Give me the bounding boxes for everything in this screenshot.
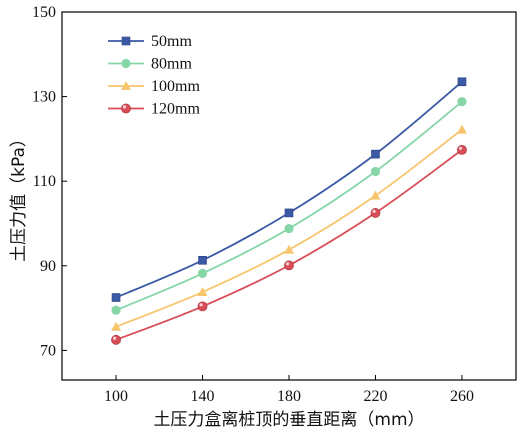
data-point-highlight	[286, 262, 290, 266]
y-tick-label: 130	[32, 89, 56, 106]
data-point	[111, 321, 122, 331]
y-tick-label: 90	[40, 258, 56, 275]
legend-item: 50mm	[108, 33, 192, 50]
data-point	[197, 268, 208, 279]
legend-label: 50mm	[151, 33, 192, 50]
legend-item: 120mm	[108, 101, 200, 118]
y-tick-label: 150	[32, 4, 56, 21]
data-point-highlight	[113, 336, 117, 340]
data-point	[197, 301, 208, 312]
plot-frame	[61, 11, 517, 381]
series-50mm	[111, 77, 467, 302]
legend: 50mm 80mm 100mm 120mm	[108, 33, 200, 118]
ticks: 100 140 180 220 260 70 90 110 130 150	[32, 4, 474, 405]
data-point	[284, 208, 294, 218]
x-tick-label: 220	[363, 388, 387, 405]
series-120mm	[111, 144, 467, 345]
x-tick-label: 140	[191, 388, 215, 405]
x-axis-title: 土压力盒离桩顶的垂直距离（mm）	[153, 410, 424, 430]
legend-label: 120mm	[151, 101, 200, 118]
data-point	[371, 149, 380, 159]
data-point	[111, 293, 121, 302]
x-tick-label: 100	[104, 388, 128, 405]
legend-marker	[121, 36, 131, 46]
legend-item: 80mm	[108, 56, 192, 73]
data-point	[111, 334, 121, 345]
y-tick-label: 70	[40, 342, 56, 359]
legend-label: 80mm	[151, 56, 192, 73]
series-line	[115, 100, 463, 312]
data-point	[284, 260, 294, 271]
series-100mm	[111, 124, 467, 331]
data-point	[111, 305, 121, 315]
legend-item: 100mm	[108, 78, 200, 95]
series-80mm	[111, 97, 467, 315]
plot-area	[61, 11, 517, 381]
data-point	[457, 97, 467, 107]
y-tick-label: 110	[33, 173, 56, 190]
data-point	[198, 255, 207, 265]
legend-marker-highlight	[123, 105, 127, 109]
data-point	[457, 77, 467, 87]
data-point	[197, 287, 208, 297]
x-tick-label: 260	[450, 388, 474, 405]
data-point-highlight	[458, 146, 463, 150]
data-point	[370, 190, 381, 200]
data-point	[457, 144, 467, 155]
legend-marker	[121, 58, 131, 69]
x-tick-label: 180	[277, 388, 301, 405]
data-point	[284, 244, 294, 254]
legend-label: 100mm	[151, 78, 200, 95]
data-point	[370, 208, 381, 218]
data-point	[456, 124, 467, 134]
data-point-highlight	[372, 209, 376, 213]
data-point	[284, 223, 294, 234]
y-axis-title: 土压力值（kPa）	[9, 130, 29, 262]
data-point-highlight	[199, 303, 203, 307]
data-point	[370, 166, 381, 177]
legend-marker	[121, 81, 131, 90]
series-layer	[111, 77, 467, 345]
legend-marker	[121, 103, 131, 114]
